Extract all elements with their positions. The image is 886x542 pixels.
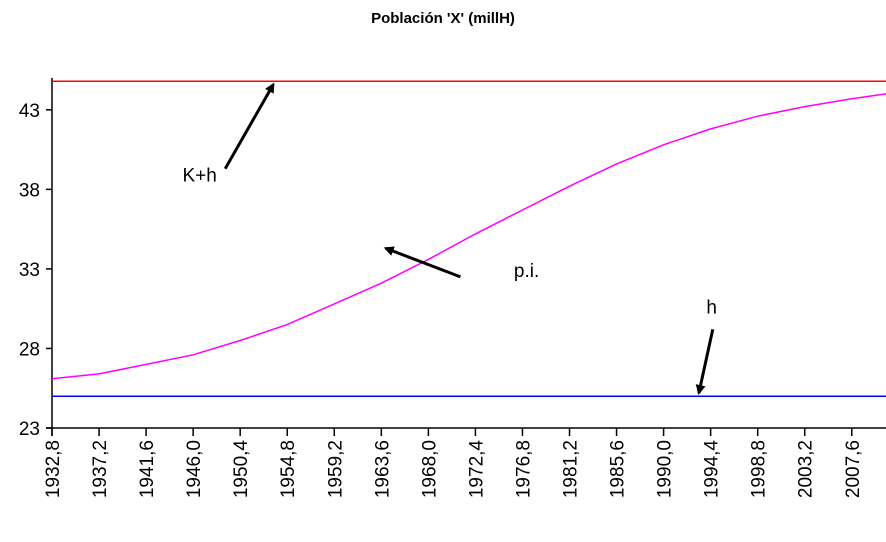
x-tick-label: 2007,6 xyxy=(843,440,864,498)
y-tick-label: 28 xyxy=(19,339,40,360)
x-tick-label: 1941,6 xyxy=(137,440,158,498)
y-tick-label: 38 xyxy=(19,180,40,201)
series-line-population xyxy=(51,93,886,380)
x-tick-label: 1968,0 xyxy=(419,440,440,498)
x-tick-label: 1950,4 xyxy=(231,440,252,499)
y-tick-label: 33 xyxy=(19,260,40,281)
annotation-arrow xyxy=(383,246,461,279)
annotation-arrow xyxy=(223,82,275,170)
x-tick-label: 2003,2 xyxy=(796,440,817,498)
x-tick-label: 1985,6 xyxy=(608,440,629,498)
x-tick-label: 1932,8 xyxy=(43,440,64,498)
x-tick-label: 1963,6 xyxy=(372,440,393,498)
x-tick-label: 1981,2 xyxy=(561,440,582,498)
annotation-label: h xyxy=(706,297,717,318)
annotation-arrow xyxy=(695,329,715,395)
x-tick-label: 1990,0 xyxy=(655,440,676,498)
chart-title: Población 'X' (millH) xyxy=(371,10,515,27)
x-tick-label: 1998,8 xyxy=(749,440,770,498)
x-tick-label: 1959,2 xyxy=(325,440,346,498)
x-tick-label: 1954,8 xyxy=(278,440,299,498)
annotation-label: p.i. xyxy=(514,261,539,282)
x-tick-label: 1946,0 xyxy=(184,440,205,498)
x-tick-label: 1976,8 xyxy=(513,440,534,498)
y-tick-label: 43 xyxy=(19,101,40,122)
x-tick-label: 1937,2 xyxy=(90,440,111,498)
y-tick-label: 23 xyxy=(19,419,40,440)
annotation-label: K+h xyxy=(182,165,216,186)
x-tick-label: 1972,4 xyxy=(466,440,487,499)
x-tick-label: 1994,4 xyxy=(702,440,723,499)
